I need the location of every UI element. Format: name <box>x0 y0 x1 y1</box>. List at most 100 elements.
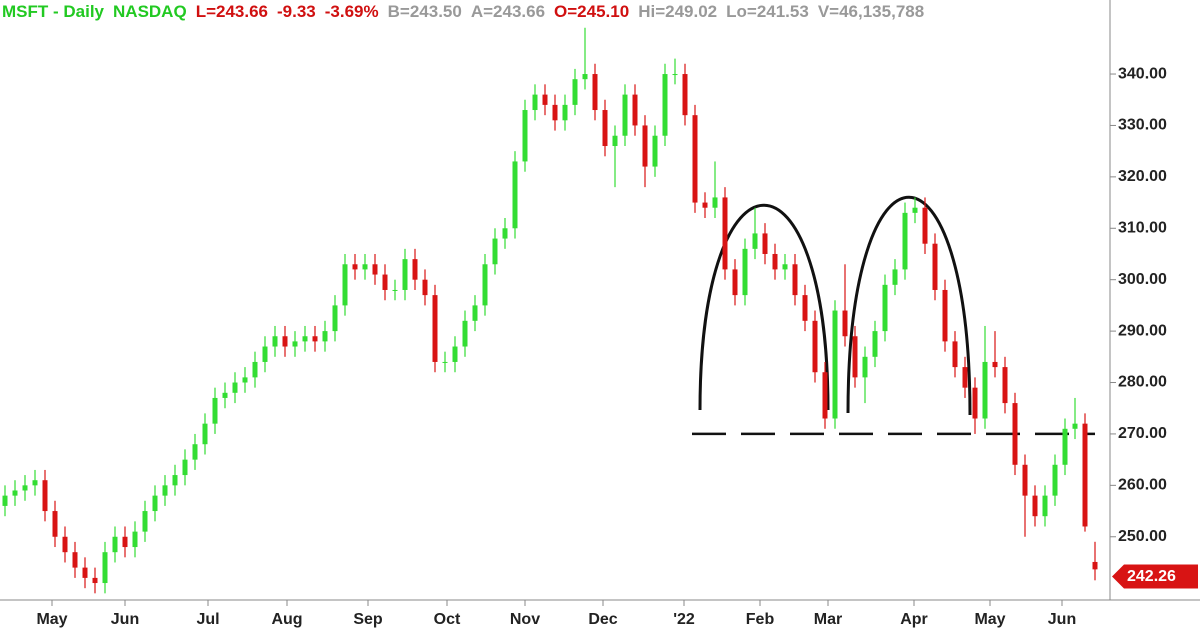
arc-annotation <box>846 196 972 416</box>
candle-body <box>1082 423 1088 527</box>
y-tick-label: 320.00 <box>1118 168 1167 185</box>
candle-body <box>882 284 888 332</box>
candle-body <box>402 259 408 290</box>
candle-body <box>502 228 508 239</box>
candle-body <box>1072 423 1078 429</box>
candle-body <box>942 289 948 342</box>
header-item: -9.33 <box>277 2 316 21</box>
candle-body <box>762 233 768 254</box>
x-tick-label: Jun <box>111 611 139 628</box>
candle-body <box>1052 464 1058 496</box>
candle-body <box>732 269 738 296</box>
candle-body <box>92 577 98 584</box>
candle-body <box>452 346 458 362</box>
candle-body <box>822 372 828 419</box>
y-tick-label: 270.00 <box>1118 425 1167 442</box>
candle-body <box>792 264 798 296</box>
candle-body <box>902 212 908 270</box>
candle-body <box>212 397 218 424</box>
y-tick-label: 290.00 <box>1118 322 1167 339</box>
candle-body <box>1012 403 1018 465</box>
candle-body <box>332 305 338 332</box>
y-tick-label: 250.00 <box>1118 528 1167 545</box>
candle-body <box>242 377 248 383</box>
candle-body <box>352 264 358 270</box>
header-item: NASDAQ <box>113 2 187 21</box>
x-tick-label: Sep <box>353 611 383 628</box>
candle-body <box>962 367 968 388</box>
candle-body <box>772 253 778 270</box>
candle-body <box>262 346 268 362</box>
candle-body <box>122 536 128 548</box>
candle-body <box>312 336 318 342</box>
candle-body <box>22 485 28 491</box>
candle-body <box>412 259 418 280</box>
candle-body <box>232 382 238 393</box>
candle-body <box>382 274 388 290</box>
candle-body <box>712 197 718 208</box>
x-tick-label: Jun <box>1048 611 1076 628</box>
header-item: MSFT - Daily <box>2 2 105 21</box>
header-item: -3.69% <box>324 2 379 21</box>
candle-body <box>532 94 538 111</box>
candle-body <box>222 392 228 398</box>
candle-body <box>952 341 958 368</box>
y-tick-label: 280.00 <box>1118 374 1167 391</box>
candle-body <box>1022 464 1028 496</box>
candle-body <box>582 74 588 80</box>
candle-body <box>482 264 488 306</box>
candle-body <box>102 552 108 584</box>
candle-body <box>1032 495 1038 517</box>
candle-body <box>622 94 628 136</box>
candle-body <box>62 536 68 553</box>
candle-body <box>572 79 578 105</box>
last-price-label: 242.26 <box>1127 568 1176 585</box>
candle-body <box>152 495 158 512</box>
candle-body <box>512 161 518 229</box>
candle-body <box>752 233 758 249</box>
candle-body <box>922 207 928 244</box>
candle-body <box>702 202 708 208</box>
candle-body <box>82 567 88 578</box>
candle-body <box>462 320 468 347</box>
candle-body <box>872 331 878 357</box>
candle-body <box>252 361 258 378</box>
candle-body <box>2 495 8 506</box>
y-tick-label: 300.00 <box>1118 271 1167 288</box>
candle-body <box>982 361 988 419</box>
candle-body <box>652 135 658 167</box>
candle-body <box>682 74 688 116</box>
candle-body <box>162 485 168 496</box>
candle-body <box>72 552 78 568</box>
y-tick-label: 260.00 <box>1118 477 1167 494</box>
candle-body <box>892 269 898 285</box>
candle-body <box>132 531 138 548</box>
candle-body <box>492 238 498 265</box>
candle-body <box>782 264 788 270</box>
x-tick-label: Apr <box>900 611 928 628</box>
candle-body <box>932 243 938 290</box>
candle-body <box>472 305 478 321</box>
candle-body <box>552 104 558 121</box>
arc-annotation <box>698 203 830 411</box>
candle-body <box>672 74 678 76</box>
candle-body <box>602 110 608 147</box>
x-tick-label: Aug <box>271 611 302 628</box>
candle-body <box>292 341 298 347</box>
x-tick-label: May <box>36 611 67 628</box>
candle-body <box>1092 561 1098 570</box>
candle-body <box>912 207 918 213</box>
header-item: B=243.50 <box>387 2 462 21</box>
candle-body <box>322 331 328 342</box>
candle-body <box>282 336 288 347</box>
quote-header: MSFT - Daily NASDAQ L=243.66 -9.33 -3.69% B=2… <box>2 2 933 22</box>
header-item: V=46,135,788 <box>817 2 925 21</box>
candle-body <box>272 336 278 347</box>
last-price-tag <box>1112 564 1198 589</box>
x-tick-label: Jul <box>196 611 219 628</box>
header-item: Lo=241.53 <box>726 2 809 21</box>
candle-body <box>592 74 598 111</box>
candle-body <box>392 289 398 291</box>
candle-body <box>182 459 188 476</box>
